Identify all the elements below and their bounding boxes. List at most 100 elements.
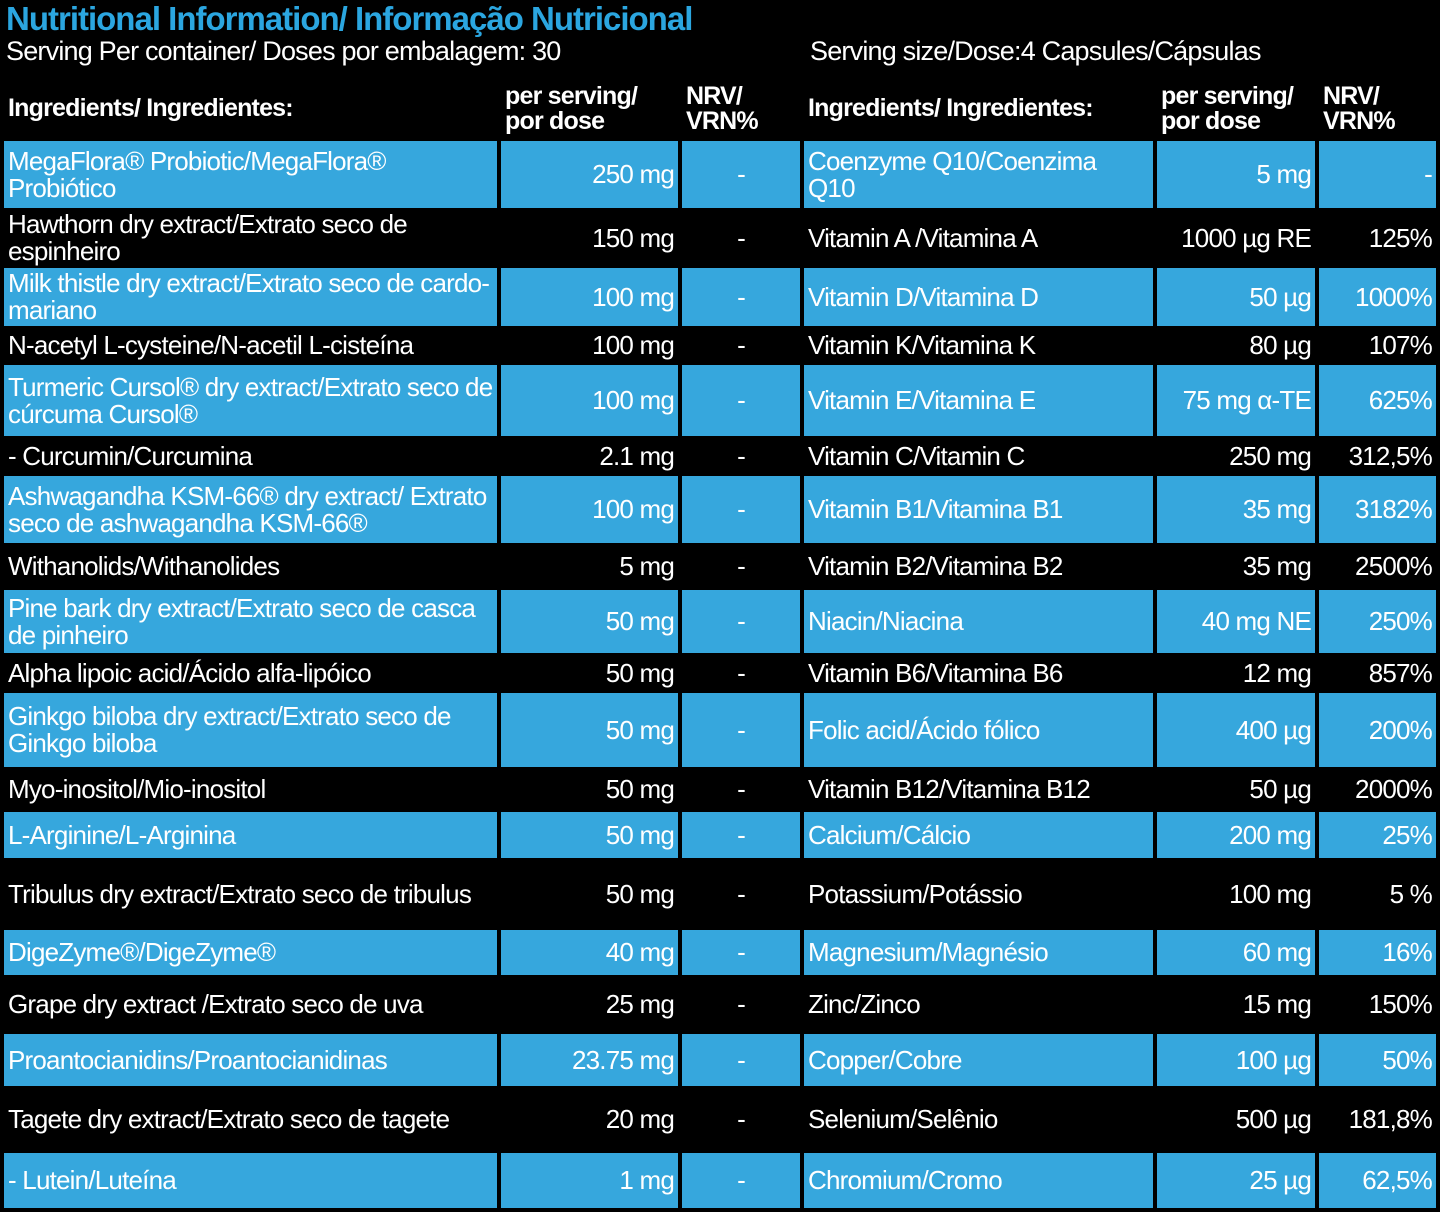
table-cell: - [1319, 141, 1436, 208]
table-cell: 35 mg [1157, 476, 1315, 543]
table-cell: - [682, 365, 800, 436]
table-cell: Myo-inositol/Mio-inositol [4, 767, 497, 812]
table-cell: 181,8% [1319, 1086, 1436, 1153]
table-cell: Turmeric Cursol® dry extract/Extrato sec… [4, 365, 497, 436]
table-cell: - [682, 653, 800, 693]
table-cell: Magnesium/Magnésio [804, 930, 1153, 975]
table-cell: - [682, 326, 800, 365]
table-cell: 312,5% [1319, 436, 1436, 476]
table-cell: Vitamin K/Vitamina K [804, 326, 1153, 365]
table-cell: 250 mg [501, 141, 678, 208]
table-cell: 75 mg α-TE [1157, 365, 1315, 436]
table-cell: 2.1 mg [501, 436, 678, 476]
table-cell: Vitamin B6/Vitamina B6 [804, 653, 1153, 693]
table-cell: 16% [1319, 930, 1436, 975]
table-cell: 35 mg [1157, 543, 1315, 590]
table-cell: Copper/Cobre [804, 1034, 1153, 1086]
table-cell: Vitamin B2/Vitamina B2 [804, 543, 1153, 590]
table-cell: 5 mg [1157, 141, 1315, 208]
table-cell: 3182% [1319, 476, 1436, 543]
table-cell: - Lutein/Luteína [4, 1153, 497, 1208]
table-cell: - [682, 543, 800, 590]
table-cell: - [682, 858, 800, 930]
table-cell: - [682, 812, 800, 858]
table-cell: 25 µg [1157, 1153, 1315, 1208]
table-cell: 1000% [1319, 268, 1436, 326]
table-cell: - [682, 208, 800, 268]
table-cell: - Curcumin/Curcumina [4, 436, 497, 476]
table-cell: 50 mg [501, 653, 678, 693]
table-cell: - [682, 767, 800, 812]
table-cell: 1 mg [501, 1153, 678, 1208]
table-cell: Vitamin B1/Vitamina B1 [804, 476, 1153, 543]
table-cell: Hawthorn dry extract/Extrato seco de esp… [4, 208, 497, 268]
table-cell: - [682, 436, 800, 476]
table-cell: - [682, 930, 800, 975]
table-cell: 50% [1319, 1034, 1436, 1086]
table-cell: Calcium/Cálcio [804, 812, 1153, 858]
table-cell: Ingredients/ Ingredientes: [804, 76, 1153, 141]
table-cell: Proantocianidins/Proantocianidinas [4, 1034, 497, 1086]
table-cell: 5 mg [501, 543, 678, 590]
table-cell: MegaFlora® Probiotic/MegaFlora® Probióti… [4, 141, 497, 208]
table-cell: 15 mg [1157, 975, 1315, 1034]
table-cell: 62,5% [1319, 1153, 1436, 1208]
table-cell: Chromium/Cromo [804, 1153, 1153, 1208]
table-cell: 200% [1319, 693, 1436, 767]
table-cell: 150% [1319, 975, 1436, 1034]
table-cell: 250 mg [1157, 436, 1315, 476]
table-cell: Milk thistle dry extract/Extrato seco de… [4, 268, 497, 326]
table-cell: 857% [1319, 653, 1436, 693]
table-cell: 50 mg [501, 767, 678, 812]
table-cell: 50 µg [1157, 268, 1315, 326]
table-cell: 5 % [1319, 858, 1436, 930]
table-cell: Ingredients/ Ingredientes: [4, 76, 497, 141]
table-cell: 50 mg [501, 590, 678, 653]
table-cell: 100 mg [1157, 858, 1315, 930]
table-cell: 40 mg NE [1157, 590, 1315, 653]
table-cell: - [682, 476, 800, 543]
table-cell: 2500% [1319, 543, 1436, 590]
table-cell: - [682, 141, 800, 208]
table-cell: 200 mg [1157, 812, 1315, 858]
table-cell: Vitamin D/Vitamina D [804, 268, 1153, 326]
table-cell: L-Arginine/L-Arginina [4, 812, 497, 858]
table-cell: 1000 µg RE [1157, 208, 1315, 268]
table-cell: 100 mg [501, 476, 678, 543]
table-cell: NRV/ VRN% [1319, 76, 1436, 141]
table-cell: Ashwagandha KSM-66® dry extract/ Extrato… [4, 476, 497, 543]
table-cell: Folic acid/Ácido fólico [804, 693, 1153, 767]
table-cell: - [682, 1153, 800, 1208]
title: Nutritional Information/ Informação Nutr… [6, 0, 693, 37]
table-cell: 500 µg [1157, 1086, 1315, 1153]
table-cell: Vitamin B12/Vitamina B12 [804, 767, 1153, 812]
table-cell: 12 mg [1157, 653, 1315, 693]
table-cell: Grape dry extract /Extrato seco de uva [4, 975, 497, 1034]
table-cell: 100 mg [501, 326, 678, 365]
table-cell: 25% [1319, 812, 1436, 858]
table-cell: 40 mg [501, 930, 678, 975]
table-cell: per serving/ por dose [1157, 76, 1315, 141]
table-cell: Vitamin E/Vitamina E [804, 365, 1153, 436]
table-cell: Potassium/Potássio [804, 858, 1153, 930]
table-cell: - [682, 1034, 800, 1086]
table-cell: 50 mg [501, 812, 678, 858]
table-cell: - [682, 590, 800, 653]
table-cell: 20 mg [501, 1086, 678, 1153]
table-cell: 25 mg [501, 975, 678, 1034]
table-cell: 107% [1319, 326, 1436, 365]
table-cell: Alpha lipoic acid/Ácido alfa-lipóico [4, 653, 497, 693]
table-cell: 50 mg [501, 858, 678, 930]
table-cell: - [682, 975, 800, 1034]
table-cell: 400 µg [1157, 693, 1315, 767]
table-cell: Vitamin A /Vitamina A [804, 208, 1153, 268]
table-cell: - [682, 693, 800, 767]
nutrition-table: Ingredients/ Ingredientes: per serving/ p… [4, 76, 1436, 1208]
table-cell: NRV/ VRN% [682, 76, 800, 141]
table-cell: 50 µg [1157, 767, 1315, 812]
table-cell: Coenzyme Q10/Coenzima Q10 [804, 141, 1153, 208]
table-cell: Zinc/Zinco [804, 975, 1153, 1034]
table-cell: DigeZyme®/DigeZyme® [4, 930, 497, 975]
table-cell: Niacin/Niacina [804, 590, 1153, 653]
